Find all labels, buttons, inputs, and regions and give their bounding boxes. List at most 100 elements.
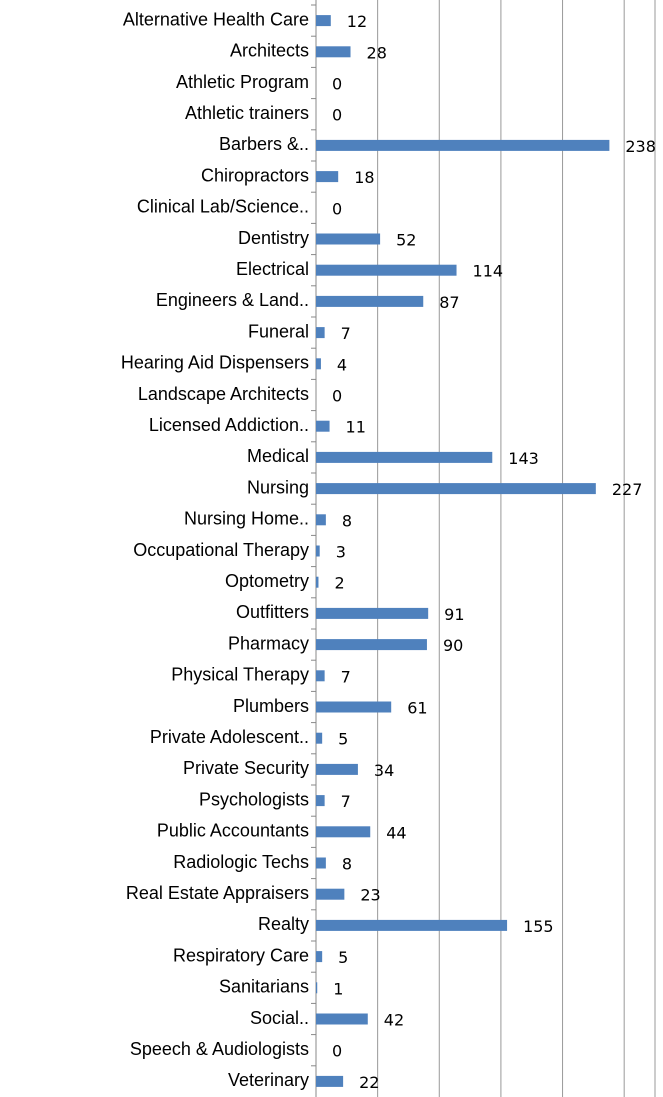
data-label: 44 (386, 823, 406, 842)
data-label: 0 (332, 106, 342, 125)
bar (316, 233, 381, 245)
y-tick-label: Dentistry (238, 228, 309, 248)
data-label: 7 (341, 792, 351, 811)
bar (316, 763, 358, 775)
y-tick-label: Alternative Health Care (123, 9, 309, 29)
bar (316, 982, 318, 994)
y-tick-label: Public Accountants (157, 821, 309, 841)
bar (316, 139, 610, 151)
bar (316, 483, 596, 495)
bar (316, 919, 508, 931)
bar (316, 15, 331, 27)
data-label: 238 (625, 137, 656, 156)
bar (316, 826, 371, 838)
bar (316, 670, 325, 682)
bar (316, 951, 323, 963)
data-label: 18 (354, 168, 374, 187)
data-label: 4 (337, 355, 347, 374)
data-label: 61 (407, 699, 427, 718)
data-label: 22 (359, 1073, 379, 1092)
y-tick-label: Outfitters (236, 602, 309, 622)
y-tick-label: Clinical Lab/Science.. (137, 197, 309, 217)
data-label: 155 (523, 917, 554, 936)
bar (316, 295, 424, 307)
bar (316, 171, 339, 183)
y-tick-label: Social.. (250, 1008, 309, 1028)
bar (316, 795, 325, 807)
data-label: 7 (341, 667, 351, 686)
y-tick-label: Real Estate Appraisers (126, 883, 309, 903)
y-tick-label: Athletic trainers (185, 103, 309, 123)
bar (316, 732, 323, 744)
y-tick-label: Nursing Home.. (184, 509, 309, 529)
bar (316, 576, 319, 588)
data-label: 12 (347, 12, 367, 31)
y-tick-label: Funeral (248, 321, 309, 341)
data-label: 0 (332, 1042, 342, 1061)
data-label: 87 (439, 293, 459, 312)
y-tick-label: Physical Therapy (171, 665, 309, 685)
data-label: 52 (396, 231, 416, 250)
y-tick-label: Hearing Aid Dispensers (121, 353, 309, 373)
data-label: 0 (332, 199, 342, 218)
data-label: 23 (360, 886, 380, 905)
data-label: 1 (333, 979, 343, 998)
bar (316, 701, 392, 713)
data-label: 11 (346, 418, 366, 437)
bar (316, 46, 351, 58)
data-label: 90 (443, 636, 463, 655)
data-label: 42 (384, 1011, 404, 1030)
data-label: 3 (336, 543, 346, 562)
data-label: 7 (341, 324, 351, 343)
data-label: 114 (473, 262, 504, 281)
bar (316, 264, 457, 276)
y-tick-label: Electrical (236, 259, 309, 279)
y-tick-label: Sanitarians (219, 977, 309, 997)
data-label: 227 (612, 480, 643, 499)
bar (316, 857, 326, 869)
data-label: 8 (342, 511, 352, 530)
data-label: 8 (342, 855, 352, 874)
data-label: 5 (338, 730, 348, 749)
y-tick-label: Athletic Program (176, 72, 309, 92)
y-tick-label: Speech & Audiologists (130, 1039, 309, 1059)
y-tick-label: Private Adolescent.. (150, 727, 309, 747)
y-tick-label: Occupational Therapy (133, 540, 309, 560)
y-tick-label: Barbers &.. (219, 134, 309, 154)
data-label: 91 (444, 605, 464, 624)
data-label: 0 (332, 75, 342, 94)
y-tick-label: Plumbers (233, 696, 309, 716)
bar (316, 607, 429, 619)
bar (316, 1013, 368, 1025)
y-tick-label: Pharmacy (228, 633, 309, 653)
y-tick-label: Veterinary (228, 1070, 309, 1090)
bar (316, 514, 326, 526)
bar (316, 327, 325, 339)
data-label: 28 (367, 43, 387, 62)
y-tick-label: Realty (258, 914, 309, 934)
data-label: 2 (334, 574, 344, 593)
bar (316, 420, 330, 432)
y-tick-label: Private Security (183, 758, 309, 778)
data-label: 34 (374, 761, 394, 780)
bar (316, 545, 320, 557)
bar (316, 358, 321, 370)
y-tick-label: Landscape Architects (138, 384, 309, 404)
data-label: 0 (332, 387, 342, 406)
y-tick-label: Radiologic Techs (173, 852, 309, 872)
data-label: 5 (338, 948, 348, 967)
y-tick-label: Respiratory Care (173, 945, 309, 965)
bar (316, 639, 427, 651)
y-tick-label: Chiropractors (201, 165, 309, 185)
bar (316, 451, 493, 463)
y-tick-label: Optometry (225, 571, 309, 591)
y-tick-label: Engineers & Land.. (156, 290, 309, 310)
data-label: 143 (508, 449, 539, 468)
y-tick-label: Licensed Addiction.. (149, 415, 309, 435)
bar (316, 1075, 344, 1087)
bar (316, 888, 345, 900)
y-tick-label: Psychologists (199, 789, 309, 809)
y-tick-label: Architects (230, 41, 309, 61)
y-tick-label: Nursing (247, 477, 309, 497)
